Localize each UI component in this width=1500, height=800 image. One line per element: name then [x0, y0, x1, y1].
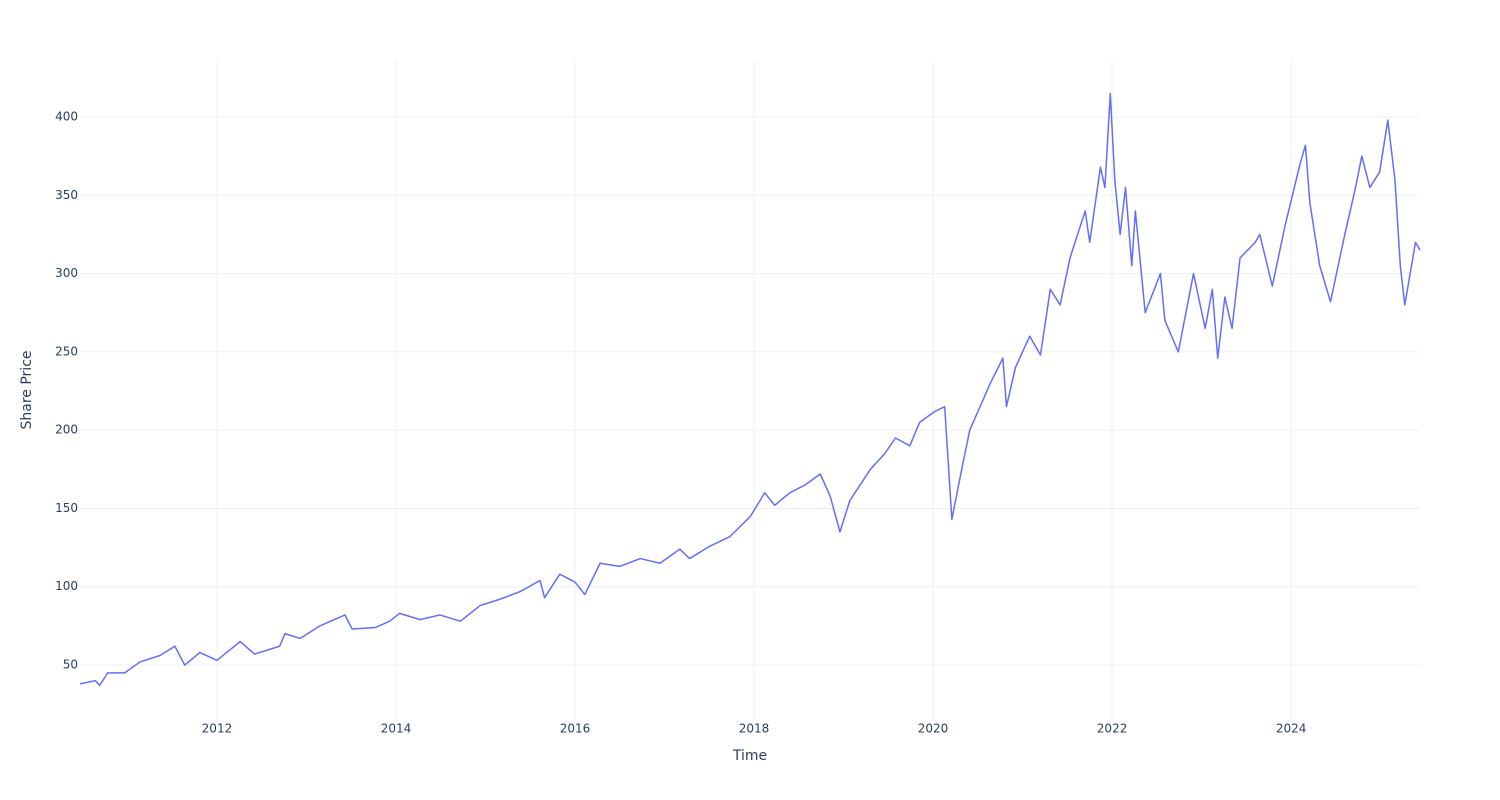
- x-axis-title: Time: [732, 748, 767, 764]
- x-tick-label: 2016: [560, 722, 591, 736]
- x-tick-label: 2024: [1276, 722, 1307, 736]
- price-line: [79, 92, 1421, 687]
- x-tick-label: 2018: [739, 722, 770, 736]
- y-tick-label: 300: [55, 266, 78, 280]
- x-tick-label: 2022: [1097, 722, 1128, 736]
- y-tick-label: 250: [55, 344, 78, 358]
- y-axis-title: Share Price: [19, 350, 35, 429]
- y-tick-label: 50: [63, 658, 78, 672]
- y-tick-label: 150: [55, 501, 78, 515]
- x-tick-label: 2020: [918, 722, 949, 736]
- y-tick-label: 100: [55, 579, 78, 593]
- y-tick-label: 200: [55, 423, 78, 437]
- x-tick-label: 2014: [381, 722, 412, 736]
- grid: [80, 60, 1420, 720]
- y-tick-label: 350: [55, 188, 78, 202]
- x-tick-label: 2012: [202, 722, 233, 736]
- y-tick-label: 400: [55, 109, 78, 123]
